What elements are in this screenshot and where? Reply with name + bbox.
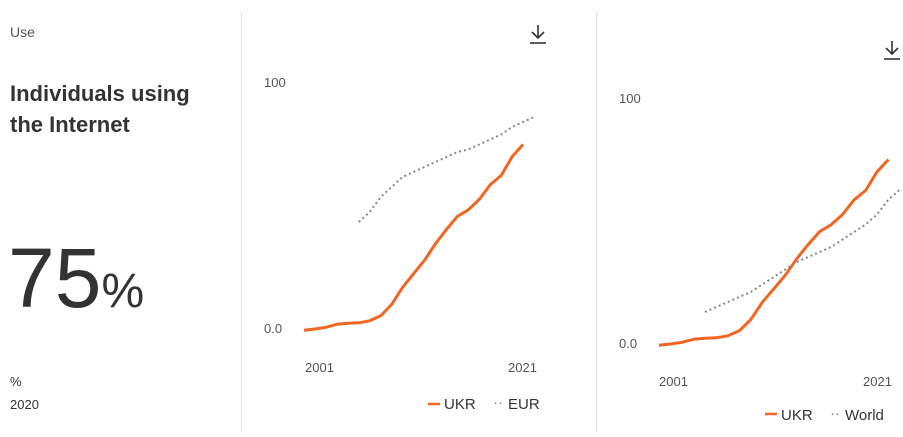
legend-swatch-world: ·· [830,405,840,422]
line-chart-ukr-eur: 100 0.0 2001 2021 UKR ·· EUR [264,75,540,413]
value-number: 75 [8,231,102,325]
download-arrow-icon [884,41,900,60]
legend-label-world: World [845,407,884,424]
value-suffix: % [101,265,145,318]
x-tick-end: 2021 [508,360,537,375]
y-tick-bottom: 0.0 [264,321,282,336]
y-tick-top: 100 [619,91,641,106]
series-line-ukr [303,143,525,332]
year-label: 2020 [10,397,39,412]
y-tick-top: 100 [264,75,286,90]
legend: UKR ·· EUR [428,394,540,413]
legend-label-ukr: UKR [781,407,813,424]
series-line-eur [358,116,535,223]
download-icon[interactable] [881,38,903,62]
y-tick-bottom: 0.0 [619,336,637,351]
indicator-title: Individuals using the Internet [10,81,190,137]
unit-label: % [10,374,22,389]
divider [241,12,242,432]
line-chart-ukr-world: 100 0.0 2001 2021 UKR ·· World [619,91,901,424]
legend-label-ukr: UKR [444,396,476,413]
indicator-panel: Use Individuals using the Internet 75% %… [0,0,240,437]
x-tick-start: 2001 [659,374,688,389]
x-tick-start: 2001 [305,360,334,375]
legend: UKR ·· World [765,405,884,424]
divider [596,12,597,432]
legend-swatch-eur: ·· [493,394,503,411]
series-line-world [704,188,901,313]
chart-panel-world: 100 0.0 2001 2021 UKR ·· World [597,0,903,437]
chart-panel-eur: 100 0.0 2001 2021 UKR ·· EUR [242,0,596,437]
download-icon[interactable] [527,22,549,46]
category-label: Use [10,24,35,40]
series-line-ukr [658,158,890,347]
legend-label-eur: EUR [508,396,540,413]
x-tick-end: 2021 [863,374,892,389]
indicator-value: 75% [8,236,144,320]
download-arrow-icon [530,25,546,44]
